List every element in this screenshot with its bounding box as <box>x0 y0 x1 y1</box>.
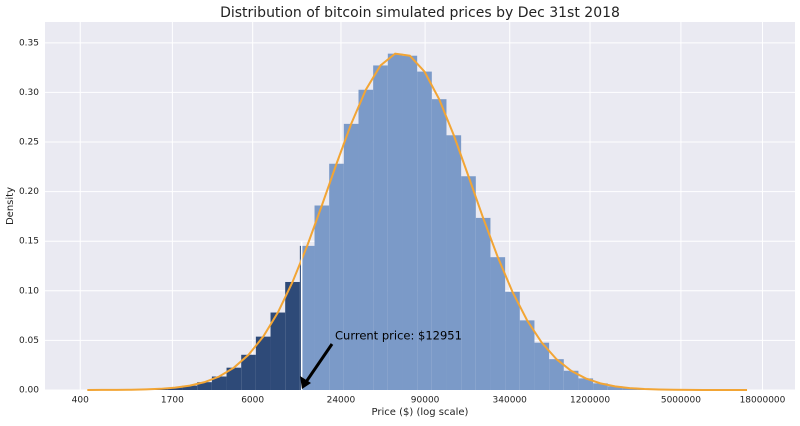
bar <box>475 217 491 390</box>
bar <box>505 291 520 390</box>
bar <box>301 245 315 390</box>
x-tick-label: 5000000 <box>661 396 701 406</box>
x-tick-label: 90000 <box>411 396 440 406</box>
x-tick-label: 340000 <box>493 396 528 406</box>
bar <box>461 176 476 390</box>
y-axis-label: Density <box>5 187 16 225</box>
y-tick-label: 0.20 <box>19 187 39 197</box>
annotation: Current price: $12951 <box>335 329 462 343</box>
y-tick-label: 0.05 <box>19 336 39 346</box>
bar <box>490 257 506 390</box>
x-tick-label: 1200000 <box>570 396 610 406</box>
x-tick-label: 1700 <box>161 396 184 406</box>
bar-highlight <box>299 245 302 390</box>
bar-highlight <box>255 336 271 390</box>
bar-highlight <box>270 312 286 390</box>
bar <box>387 53 403 390</box>
y-tick-label: 0.10 <box>19 286 39 296</box>
x-axis-label: Price ($) (log scale) <box>372 407 469 418</box>
bar-highlight <box>226 367 242 390</box>
y-tick-label: 0.30 <box>19 88 39 98</box>
bar-highlight <box>197 382 212 390</box>
y-tick-label: 0.15 <box>19 237 39 247</box>
bar <box>417 71 432 390</box>
bar-highlight <box>285 281 300 390</box>
bar <box>373 65 388 390</box>
bar-highlight <box>182 385 198 390</box>
overlay <box>87 52 748 391</box>
bar-highlight <box>241 354 256 390</box>
bar-highlight <box>211 376 227 390</box>
bar <box>446 135 462 390</box>
bar <box>593 383 608 390</box>
bar <box>578 378 594 390</box>
x-tick-label: 400 <box>72 396 89 406</box>
bar <box>519 320 535 390</box>
bar <box>402 55 418 390</box>
annotation-arrowhead <box>300 376 311 389</box>
bar <box>607 386 623 390</box>
y-tick-label: 0.25 <box>19 138 39 148</box>
y-tick-label: 0.35 <box>19 38 39 48</box>
annotation-arrow <box>304 343 334 383</box>
bar <box>329 163 344 390</box>
bar <box>549 359 564 390</box>
bars <box>94 53 696 391</box>
bar <box>358 89 374 390</box>
x-tick-label: 6000 <box>241 396 264 406</box>
density-curve <box>87 52 748 391</box>
x-tick-label: 24000 <box>327 396 356 406</box>
bar <box>534 342 550 390</box>
bar <box>563 370 579 390</box>
chart-title: Distribution of bitcoin simulated prices… <box>220 5 620 21</box>
bar <box>343 123 359 391</box>
bar <box>314 205 330 390</box>
bar <box>431 99 447 390</box>
y-tick-label: 0.00 <box>19 386 39 396</box>
x-tick-label: 18000000 <box>740 396 786 406</box>
bar-highlight <box>167 387 183 390</box>
